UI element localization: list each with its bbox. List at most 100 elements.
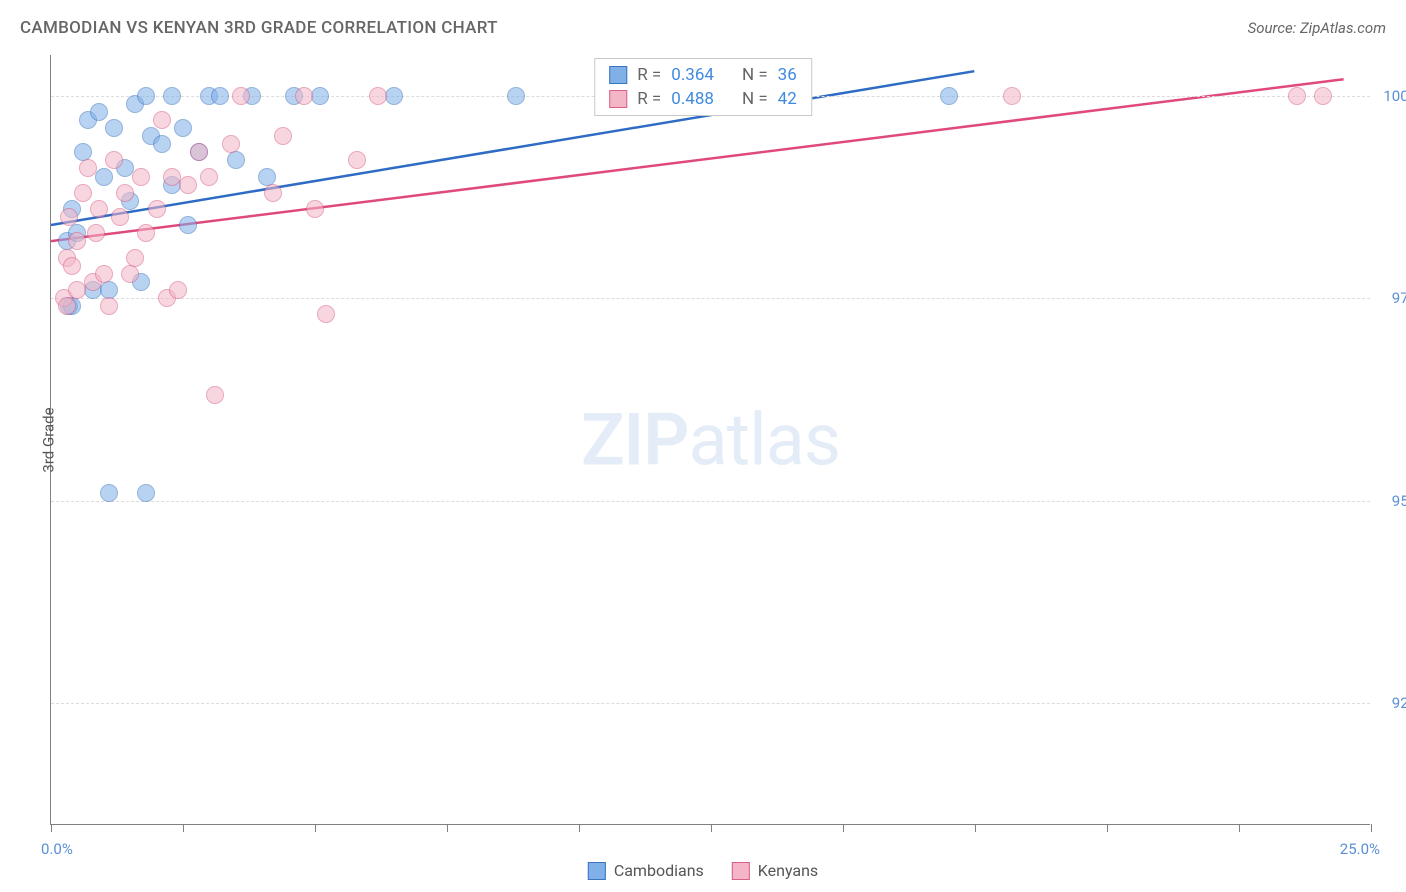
legend-swatch [609, 90, 627, 108]
data-point [274, 127, 292, 145]
legend-stats-row: R = 0.488 N = 42 [609, 87, 797, 111]
gridline [51, 501, 1370, 502]
data-point [163, 87, 181, 105]
watermark: ZIPatlas [581, 397, 840, 482]
data-point [222, 135, 240, 153]
r-label: R = [637, 65, 661, 85]
data-point [179, 176, 197, 194]
data-point [68, 232, 86, 250]
data-point [79, 159, 97, 177]
legend-swatch [732, 862, 750, 880]
n-label: N = [742, 65, 768, 85]
data-point [200, 168, 218, 186]
x-tick [975, 824, 976, 832]
data-point [95, 168, 113, 186]
x-tick [183, 824, 184, 832]
data-point [311, 87, 329, 105]
x-axis-min-label: 0.0% [41, 840, 73, 858]
data-point [211, 87, 229, 105]
x-tick [579, 824, 580, 832]
data-point [132, 168, 150, 186]
watermark-bold: ZIP [581, 397, 688, 482]
y-tick-label: 92.5% [1392, 694, 1406, 712]
x-tick [711, 824, 712, 832]
y-axis-title: 3rd Grade [40, 407, 58, 472]
y-tick-label: 95.0% [1392, 492, 1406, 510]
data-point [100, 484, 118, 502]
x-tick [843, 824, 844, 832]
watermark-light: atlas [688, 397, 840, 482]
data-point [169, 281, 187, 299]
legend-label: Kenyans [758, 861, 818, 880]
data-point [940, 87, 958, 105]
data-point [179, 216, 197, 234]
x-tick [447, 824, 448, 832]
x-tick [315, 824, 316, 832]
data-point [295, 87, 313, 105]
data-point [1288, 87, 1306, 105]
data-point [232, 87, 250, 105]
data-point [58, 297, 76, 315]
y-tick-label: 100.0% [1383, 87, 1406, 105]
r-label: R = [637, 89, 661, 109]
chart-header: CAMBODIAN VS KENYAN 3RD GRADE CORRELATIO… [20, 18, 1386, 38]
data-point [148, 200, 166, 218]
x-tick [51, 824, 52, 832]
x-tick [1107, 824, 1108, 832]
data-point [90, 200, 108, 218]
data-point [111, 208, 129, 226]
gridline [51, 298, 1370, 299]
data-point [63, 257, 81, 275]
data-point [385, 87, 403, 105]
x-axis-max-label: 25.0% [1340, 840, 1380, 858]
data-point [95, 265, 113, 283]
legend-swatch [609, 66, 627, 84]
data-point [121, 265, 139, 283]
r-value: 0.488 [671, 89, 714, 109]
data-point [87, 224, 105, 242]
x-tick [1239, 824, 1240, 832]
data-point [100, 297, 118, 315]
trend-lines-layer [51, 55, 1370, 824]
data-point [137, 87, 155, 105]
data-point [348, 151, 366, 169]
y-tick-label: 97.5% [1392, 289, 1406, 307]
source-attribution: Source: ZipAtlas.com [1248, 19, 1386, 37]
legend-stats-row: R = 0.364 N = 36 [609, 63, 797, 87]
data-point [153, 135, 171, 153]
n-value: 42 [778, 89, 797, 109]
data-point [174, 119, 192, 137]
data-point [1003, 87, 1021, 105]
plot-area: 3rd Grade ZIPatlas 100.0%97.5%95.0%92.5%… [50, 55, 1370, 825]
data-point [206, 386, 224, 404]
data-point [126, 249, 144, 267]
gridline [51, 703, 1370, 704]
n-value: 36 [778, 65, 797, 85]
data-point [74, 184, 92, 202]
data-point [1314, 87, 1332, 105]
x-tick [1371, 824, 1372, 832]
legend-item: Cambodians [588, 861, 704, 880]
data-point [369, 87, 387, 105]
data-point [317, 305, 335, 323]
legend-label: Cambodians [614, 861, 704, 880]
data-point [264, 184, 282, 202]
data-point [105, 119, 123, 137]
data-point [227, 151, 245, 169]
data-point [507, 87, 525, 105]
data-point [105, 151, 123, 169]
chart-title: CAMBODIAN VS KENYAN 3RD GRADE CORRELATIO… [20, 18, 498, 38]
bottom-legend: Cambodians Kenyans [588, 861, 818, 880]
data-point [116, 184, 134, 202]
data-point [153, 111, 171, 129]
data-point [306, 200, 324, 218]
n-label: N = [742, 89, 768, 109]
legend-swatch [588, 862, 606, 880]
data-point [90, 103, 108, 121]
legend-stats-box: R = 0.364 N = 36 R = 0.488 N = 42 [594, 58, 812, 116]
data-point [60, 208, 78, 226]
data-point [137, 224, 155, 242]
r-value: 0.364 [671, 65, 714, 85]
data-point [137, 484, 155, 502]
legend-item: Kenyans [732, 861, 818, 880]
